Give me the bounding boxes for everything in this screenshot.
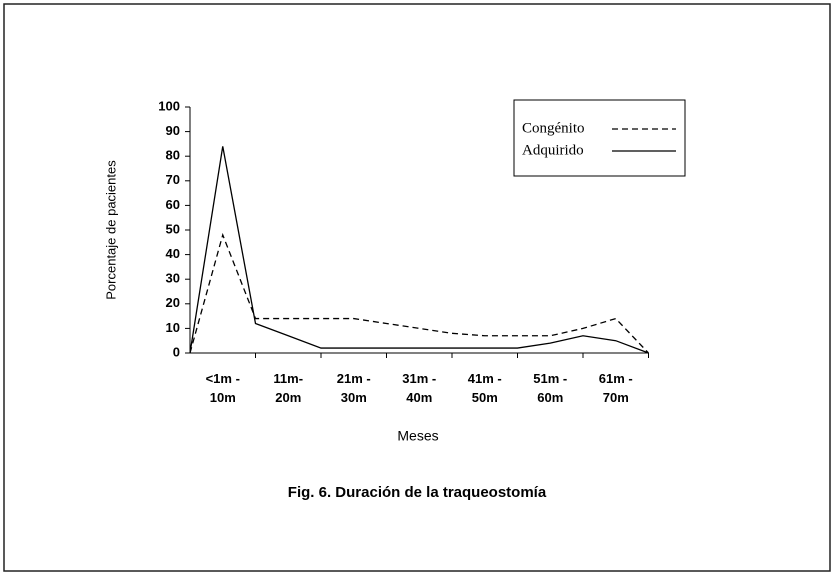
y-tick-label: 10 [166, 320, 180, 335]
y-tick-label: 0 [173, 344, 180, 359]
x-tick-label: 61m - 70m [598, 371, 633, 405]
y-tick-label: 90 [166, 123, 180, 138]
chart-title: Fig. 6. Duración de la traqueostomía [288, 484, 547, 501]
series-line [189, 146, 649, 354]
x-axis-label: Meses [397, 428, 438, 444]
frame [3, 3, 831, 572]
legend-label: Adquirido [522, 142, 584, 158]
series-line [189, 232, 649, 354]
y-tick-label: 40 [166, 246, 180, 261]
x-tick-label: 51m - 60m [533, 371, 568, 405]
y-tick-label: 30 [166, 271, 180, 286]
x-tick-label: 31m - 40m [402, 371, 437, 405]
legend-box [513, 99, 686, 177]
x-tick-label: 21m - 30m [336, 371, 371, 405]
x-tick-label: <1m - 10m [205, 371, 240, 405]
x-tick-label: 11m- 20m [273, 371, 304, 405]
y-tick-label: 50 [166, 221, 180, 236]
y-tick-label: 20 [166, 295, 180, 310]
y-tick-label: 80 [166, 148, 180, 163]
y-tick-label: 70 [166, 172, 180, 187]
y-tick-label: 60 [166, 197, 180, 212]
y-axis-label: Porcentaje de pacientes [103, 160, 118, 300]
legend-label: Congénito [522, 120, 585, 136]
x-tick-label: 41m - 50m [467, 371, 502, 405]
y-tick-label: 100 [158, 98, 180, 113]
